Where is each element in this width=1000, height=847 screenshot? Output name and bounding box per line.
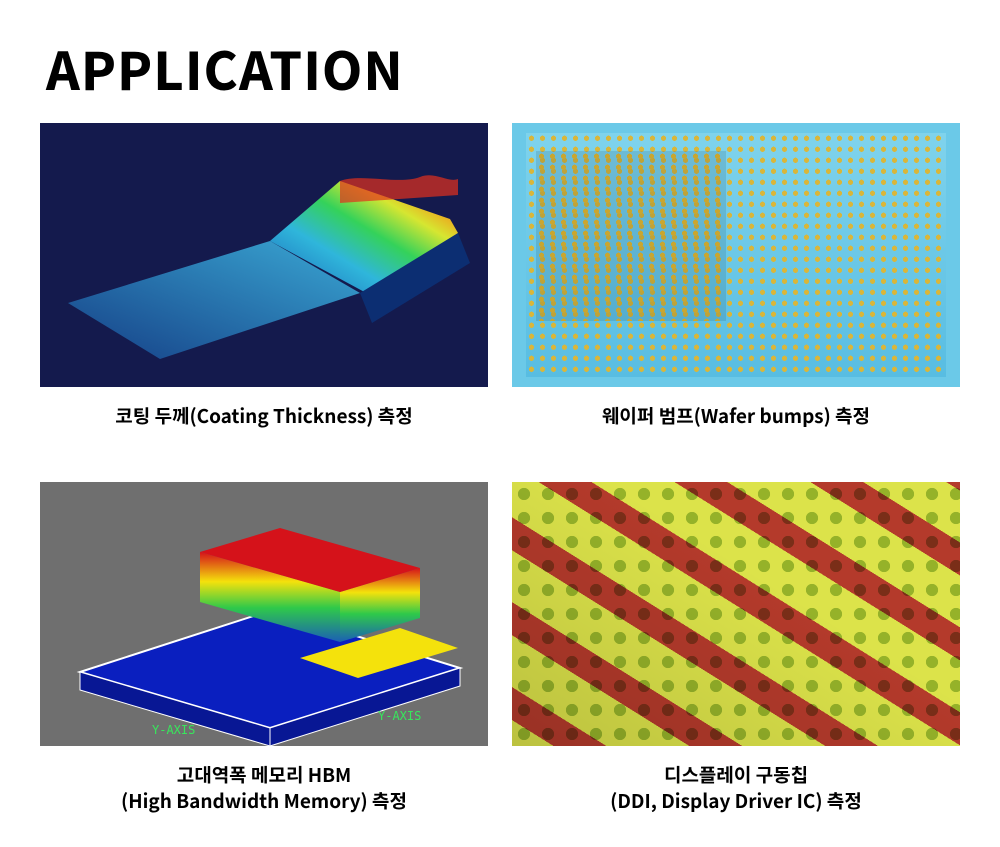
ddi-caption: 디스플레이 구동칩 (DDI, Display Driver IC) 측정 — [610, 762, 862, 813]
svg-text:Y-AXIS: Y-AXIS — [152, 723, 195, 737]
hbm-caption: 고대역폭 메모리 HBM (High Bandwidth Memory) 측정 — [121, 762, 407, 813]
coating-thickness-caption: 코팅 두께(Coating Thickness) 측정 — [115, 403, 413, 429]
ddi-caption-line2: (DDI, Display Driver IC) 측정 — [610, 787, 862, 814]
hbm-image: Y-AXIS Y-AXIS — [40, 482, 488, 746]
wafer-bumps-caption: 웨이퍼 범프(Wafer bumps) 측정 — [602, 403, 870, 429]
application-grid: 코팅 두께(Coating Thickness) 측정 웨이퍼 범프(Wafer… — [40, 123, 960, 814]
coating-thickness-image — [40, 123, 488, 387]
wafer-bumps-image — [512, 123, 960, 387]
svg-text:Y-AXIS: Y-AXIS — [378, 709, 421, 723]
hbm-caption-line2: (High Bandwidth Memory) 측정 — [121, 787, 407, 814]
panel-coating-thickness: 코팅 두께(Coating Thickness) 측정 — [40, 123, 488, 454]
page-title: APPLICATION — [46, 30, 960, 105]
panel-wafer-bumps: 웨이퍼 범프(Wafer bumps) 측정 — [512, 123, 960, 454]
ddi-caption-line1: 디스플레이 구동칩 — [664, 761, 808, 788]
panel-ddi: 디스플레이 구동칩 (DDI, Display Driver IC) 측정 — [512, 482, 960, 813]
ddi-image — [512, 482, 960, 746]
hbm-caption-line1: 고대역폭 메모리 HBM — [177, 761, 352, 788]
panel-hbm: Y-AXIS Y-AXIS 고대역폭 메모리 HBM (High Bandwid… — [40, 482, 488, 813]
